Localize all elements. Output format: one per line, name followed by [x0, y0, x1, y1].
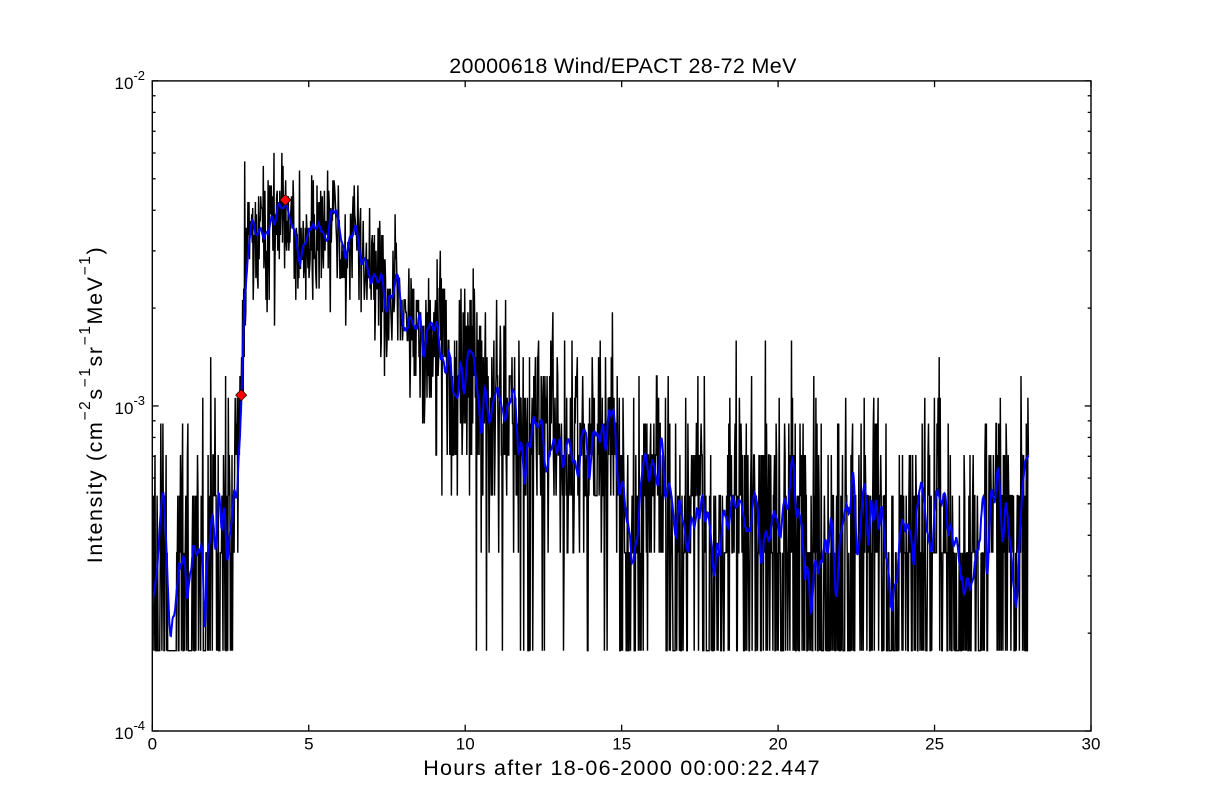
svg-text:25: 25: [925, 735, 944, 754]
svg-text:15: 15: [612, 735, 631, 754]
svg-text:30: 30: [1082, 735, 1101, 754]
svg-text:0: 0: [148, 735, 157, 754]
svg-text:20: 20: [769, 735, 788, 754]
svg-text:Hours after 18-06-2000 00:00:2: Hours after 18-06-2000 00:00:22.447: [423, 756, 821, 780]
svg-text:20000618 Wind/EPACT 28-72 MeV: 20000618 Wind/EPACT 28-72 MeV: [449, 54, 797, 78]
svg-text:10: 10: [456, 735, 475, 754]
svg-text:5: 5: [304, 735, 313, 754]
